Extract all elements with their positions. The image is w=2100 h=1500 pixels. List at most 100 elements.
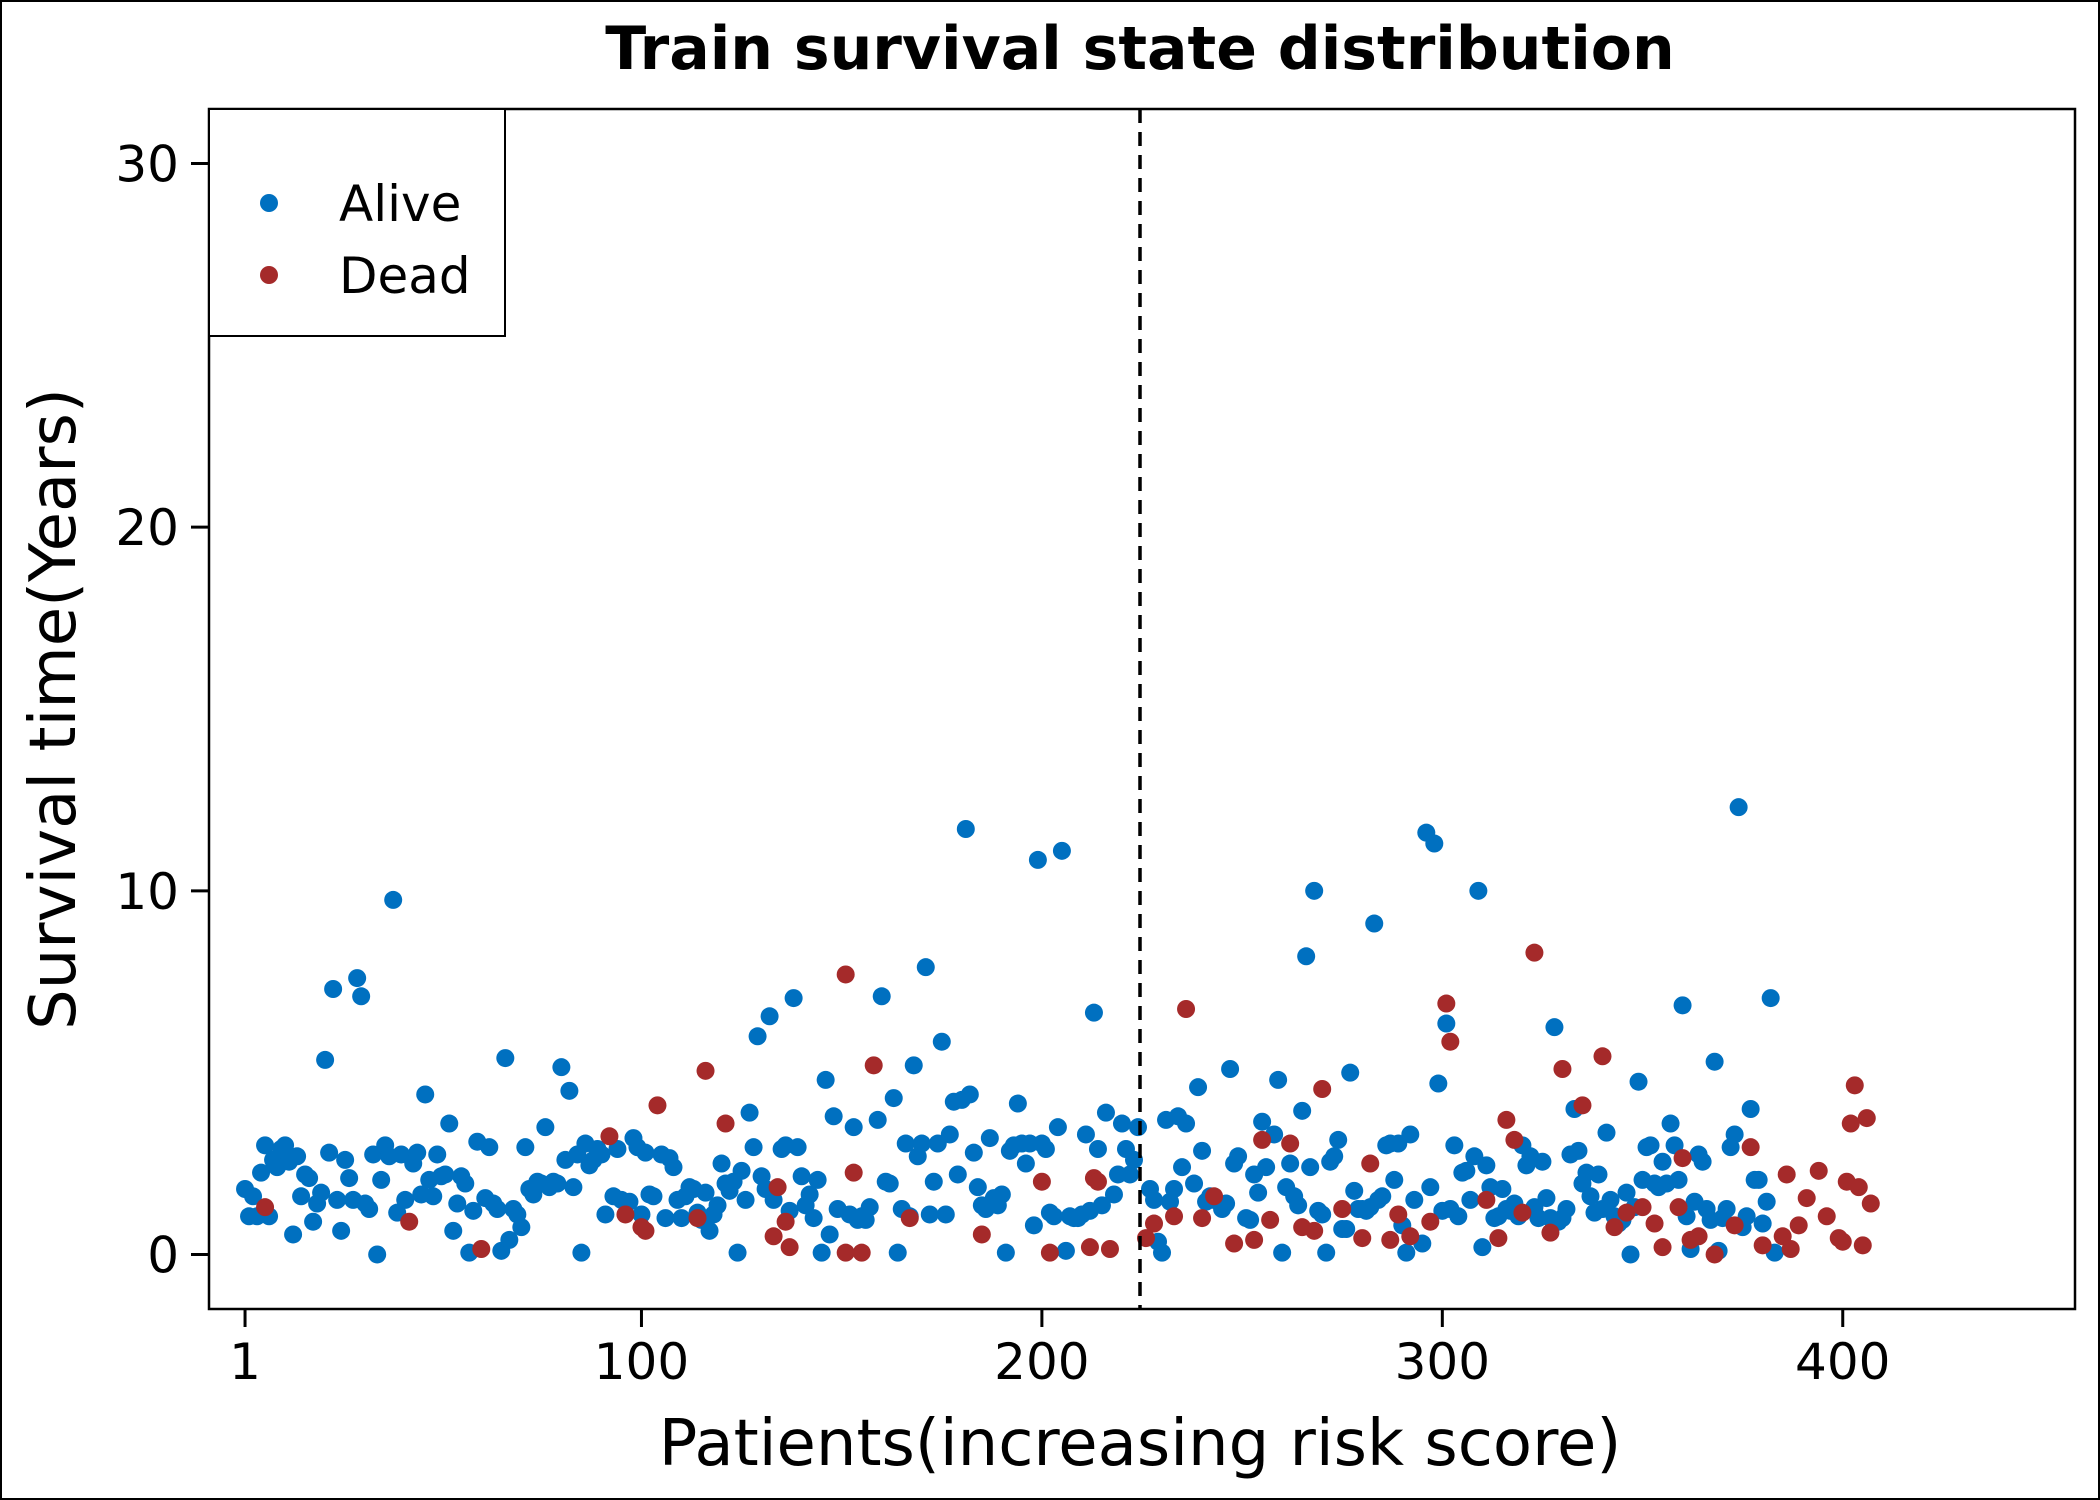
point-alive <box>1373 1187 1392 1206</box>
point-alive <box>1036 1140 1055 1158</box>
point-alive <box>1088 1140 1107 1158</box>
point-alive <box>1325 1147 1344 1166</box>
point-alive <box>1096 1103 1115 1122</box>
plot-area <box>207 107 2077 1311</box>
point-alive <box>316 1050 335 1069</box>
point-alive <box>424 1187 443 1206</box>
point-dead <box>400 1212 419 1231</box>
point-alive <box>816 1070 835 1089</box>
point-alive <box>536 1118 555 1137</box>
point-dead <box>1421 1212 1440 1231</box>
point-alive <box>488 1200 507 1218</box>
point-dead <box>1193 1209 1212 1228</box>
point-alive <box>912 1134 931 1153</box>
point-alive <box>896 1134 915 1153</box>
point-alive <box>808 1170 827 1189</box>
point-alive <box>1445 1136 1464 1155</box>
x-tick-label: 300 <box>1395 1333 1490 1391</box>
point-dead <box>1361 1154 1380 1173</box>
point-alive <box>1621 1245 1640 1264</box>
point-dead <box>1245 1230 1264 1249</box>
point-alive <box>396 1190 415 1209</box>
point-alive <box>960 1085 979 1104</box>
point-alive <box>792 1167 811 1186</box>
point-alive <box>1401 1125 1420 1144</box>
point-alive <box>440 1114 459 1133</box>
point-alive <box>252 1163 271 1182</box>
point-alive <box>1477 1156 1496 1175</box>
chart-title: Train survival state distribution <box>605 14 1674 84</box>
point-alive <box>1345 1181 1364 1200</box>
point-alive <box>276 1136 295 1155</box>
point-alive <box>1493 1180 1512 1198</box>
point-alive <box>644 1187 663 1206</box>
point-dead <box>1573 1096 1592 1115</box>
point-alive <box>1589 1165 1608 1184</box>
point-alive <box>736 1190 755 1209</box>
y-axis: 0 10 20 30 <box>115 136 209 1284</box>
point-alive <box>1241 1210 1260 1229</box>
point-alive <box>868 1110 887 1129</box>
point-alive <box>1641 1136 1660 1155</box>
x-tick-label: 400 <box>1795 1333 1890 1391</box>
point-alive <box>1601 1190 1620 1209</box>
point-dead <box>1381 1230 1400 1249</box>
point-alive <box>860 1198 879 1217</box>
point-alive <box>1537 1189 1556 1208</box>
point-alive <box>1757 1192 1776 1211</box>
point-dead <box>472 1240 491 1258</box>
point-alive <box>1273 1243 1292 1262</box>
point-alive <box>932 1032 951 1051</box>
point-alive <box>1253 1112 1272 1131</box>
point-alive <box>444 1221 463 1240</box>
point-dead <box>1505 1130 1524 1149</box>
point-dead <box>1633 1198 1652 1217</box>
point-alive <box>1469 881 1488 900</box>
point-alive <box>1597 1123 1616 1142</box>
point-alive <box>1461 1190 1480 1209</box>
point-dead <box>1689 1227 1708 1246</box>
point-alive <box>500 1230 519 1249</box>
point-alive <box>1084 1003 1103 1022</box>
point-alive <box>1741 1100 1760 1118</box>
legend-marker-dead <box>260 266 278 284</box>
point-dead <box>1753 1236 1772 1255</box>
point-dead <box>1541 1223 1560 1242</box>
point-alive <box>656 1209 675 1228</box>
point-alive <box>320 1143 339 1162</box>
point-dead <box>1741 1138 1760 1157</box>
point-dead <box>688 1209 707 1228</box>
legend-label-dead: Dead <box>339 247 471 305</box>
point-alive <box>416 1085 435 1104</box>
point-alive <box>1028 850 1047 869</box>
point-dead <box>836 1243 855 1262</box>
point-dead <box>1080 1238 1099 1257</box>
point-alive <box>1725 1125 1744 1144</box>
point-alive <box>1301 1158 1320 1177</box>
point-alive <box>368 1245 387 1264</box>
point-alive <box>744 1138 763 1157</box>
point-alive <box>1177 1114 1196 1133</box>
point-alive <box>1173 1158 1192 1177</box>
point-alive <box>844 1118 863 1137</box>
point-alive <box>1545 1018 1564 1037</box>
point-dead <box>1845 1076 1864 1095</box>
point-alive <box>1044 1207 1063 1226</box>
point-alive <box>1189 1078 1208 1097</box>
point-alive <box>1120 1165 1139 1184</box>
point-dead <box>1145 1214 1164 1233</box>
point-alive <box>940 1125 959 1144</box>
point-alive <box>968 1178 987 1197</box>
point-dead <box>716 1114 735 1133</box>
point-alive <box>1092 1196 1111 1215</box>
point-alive <box>732 1161 751 1180</box>
point-alive <box>1617 1183 1636 1202</box>
point-alive <box>348 969 367 988</box>
data-points <box>236 798 1880 1264</box>
y-tick-label: 10 <box>115 863 179 921</box>
point-dead <box>1040 1243 1059 1262</box>
point-alive <box>1629 1072 1648 1091</box>
point-dead <box>1253 1130 1272 1149</box>
point-alive <box>304 1212 323 1231</box>
point-dead <box>1389 1205 1408 1224</box>
